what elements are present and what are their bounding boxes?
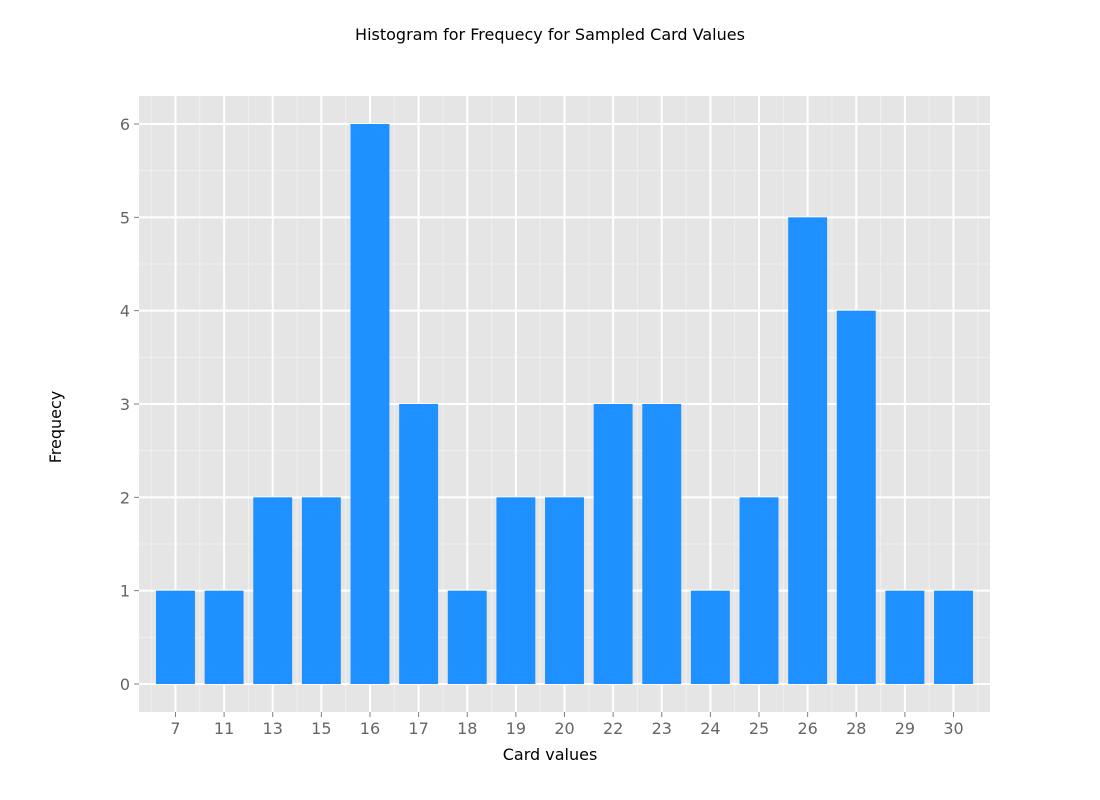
bar	[934, 590, 973, 684]
x-tick-label: 30	[943, 719, 963, 738]
bar	[642, 404, 682, 684]
bar	[885, 590, 925, 684]
bar	[496, 497, 536, 684]
bar	[545, 497, 584, 684]
x-tick-label: 25	[749, 719, 769, 738]
y-tick-label: 2	[120, 488, 130, 507]
bar	[836, 310, 876, 684]
x-tick-label: 7	[170, 719, 180, 738]
bar	[204, 590, 244, 684]
x-tick-label: 29	[895, 719, 915, 738]
bar	[447, 590, 487, 684]
y-tick-label: 3	[120, 395, 130, 414]
x-tick-label: 15	[311, 719, 331, 738]
x-tick-label: 23	[652, 719, 672, 738]
bar	[156, 590, 195, 684]
bar	[739, 497, 779, 684]
y-axis-label: Frequecy	[46, 391, 65, 464]
x-tick-label: 28	[846, 719, 866, 738]
x-axis-label: Card values	[503, 745, 598, 764]
y-tick-label: 6	[120, 115, 130, 134]
x-tick-label: 26	[797, 719, 817, 738]
x-tick-label: 18	[457, 719, 477, 738]
x-tick-label: 22	[603, 719, 623, 738]
x-tick-label: 11	[214, 719, 234, 738]
bar	[593, 404, 633, 684]
x-tick-label: 19	[506, 719, 526, 738]
bar	[788, 217, 828, 685]
x-tick-label: 16	[360, 719, 380, 738]
y-axis-ticks: 0 1 2 3 4 5 6	[120, 115, 139, 694]
x-tick-label: 13	[263, 719, 283, 738]
y-tick-label: 4	[120, 302, 130, 321]
bar	[301, 497, 341, 684]
x-tick-label: 20	[554, 719, 574, 738]
bars	[156, 124, 973, 685]
x-tick-label: 24	[700, 719, 720, 738]
bar	[350, 124, 390, 684]
bar	[399, 404, 439, 684]
chart-title: Histogram for Frequecy for Sampled Card …	[355, 25, 745, 44]
y-tick-label: 0	[120, 675, 130, 694]
y-tick-label: 5	[120, 208, 130, 227]
bar	[253, 497, 293, 684]
y-tick-label: 1	[120, 582, 130, 601]
x-tick-label: 17	[408, 719, 428, 738]
bar	[690, 590, 730, 684]
x-axis-ticks: 7 11 13 15 16 17 18 19 20 22 23 24 25 26 28 29 30	[170, 712, 964, 738]
